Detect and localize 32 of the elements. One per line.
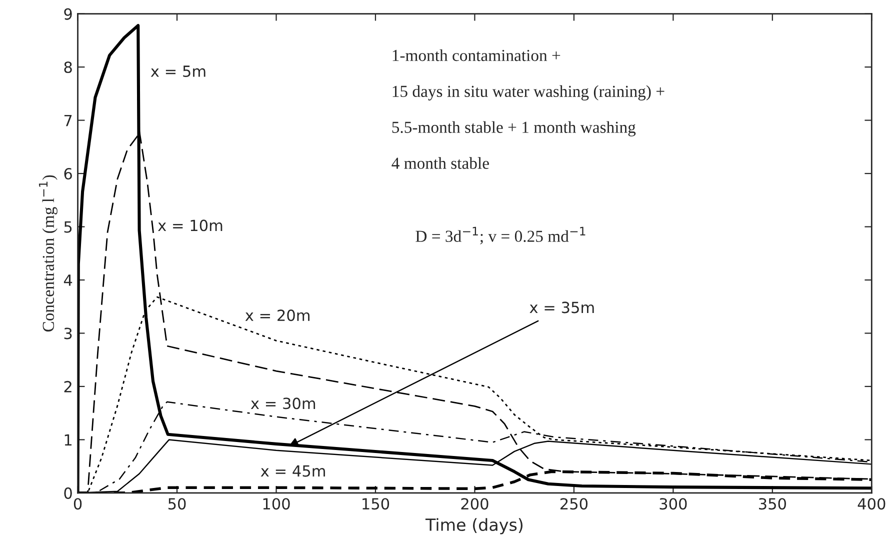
x-tick-label: 250 [560, 498, 588, 510]
y-tick-label: 7 [64, 114, 72, 126]
x-tick-label: 200 [461, 498, 488, 510]
x-tick-label: 350 [759, 498, 786, 510]
annotation: D = 3d$^{−1}$; v = 0.25 md$^{−1}$ [416, 226, 586, 244]
x-tick-label: 300 [660, 498, 687, 510]
y-tick-label: 1 [64, 434, 72, 446]
y-tick-label: 5 [64, 221, 72, 233]
x-tick-label: 150 [362, 498, 390, 510]
y-tick-label: 6 [64, 168, 72, 180]
annotation: 1-month contamination + [392, 49, 560, 62]
y-tick-label: 4 [64, 274, 72, 286]
annotation: x = 20m [245, 310, 310, 322]
y-tick-label: 0 [64, 487, 72, 499]
y-tick-label: 3 [64, 328, 72, 340]
x-axis-title: Time (days) [425, 518, 522, 534]
y-axis-title: Concentration (mg l$^{−1}$) [38, 175, 58, 332]
x-tick-label: 100 [263, 498, 290, 510]
x-tick-label: 400 [858, 498, 886, 510]
annotation: x = 35m [530, 302, 594, 314]
annotation: 15 days in situ water washing (raining) + [392, 85, 664, 100]
annotation: 4 month stable [392, 157, 489, 169]
y-tick-label: 9 [64, 8, 72, 20]
annotation: x = 30m [250, 398, 316, 410]
annotation: 5.5-month stable + 1 month washing [392, 121, 636, 136]
annotation: x = 45m [260, 465, 325, 477]
x-tick-label: 0 [74, 498, 82, 510]
annotation: x = 10m [158, 220, 222, 232]
annotation: x = 5m [150, 66, 206, 78]
y-tick-label: 2 [64, 380, 72, 392]
x-tick-label: 50 [168, 498, 186, 510]
y-tick-label: 8 [64, 62, 72, 74]
